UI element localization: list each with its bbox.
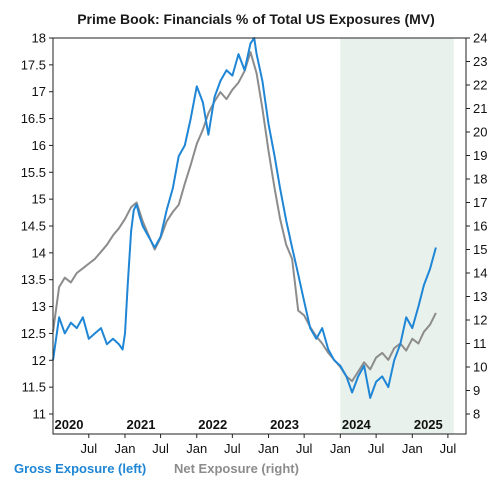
left-axis: 11 11.5 12 12.5 13 13.5 14 14.5 15 15.5 16 16.5 17 17… (21, 31, 53, 422)
right-tick-label: 20 (473, 125, 487, 140)
right-tick-label: 18 (473, 172, 487, 187)
left-tick-label: 12 (32, 353, 46, 368)
x-tick-label: Jan (186, 441, 207, 456)
right-tick-label: 23 (473, 54, 487, 69)
x-tick-label: Jul (440, 441, 457, 456)
right-tick-label: 12 (473, 313, 487, 328)
gross-exposure-line (52, 37, 437, 399)
year-label: 2025 (414, 417, 443, 432)
legend-net: Net Exposure (right) (174, 461, 299, 476)
shaded-region (340, 38, 454, 434)
chart-title: Prime Book: Financials % of Total US Exp… (77, 11, 435, 27)
year-label: 2021 (127, 417, 156, 432)
series-lines (52, 37, 437, 399)
left-tick-label: 13.5 (21, 272, 46, 287)
right-tick-label: 9 (473, 383, 480, 398)
right-tick-label: 8 (473, 407, 480, 422)
right-tick-label: 19 (473, 148, 487, 163)
left-tick-label: 17.5 (21, 57, 46, 72)
right-tick-label: 21 (473, 101, 487, 116)
left-tick-label: 11.5 (22, 380, 46, 395)
x-tick-label: Jul (152, 441, 169, 456)
left-tick-label: 14 (32, 245, 46, 260)
left-tick-label: 15.5 (21, 165, 46, 180)
x-tick-label: Jan (114, 441, 135, 456)
right-tick-label: 17 (473, 195, 487, 210)
left-tick-label: 17 (32, 84, 46, 99)
left-tick-label: 12.5 (21, 326, 46, 341)
left-tick-label: 16 (32, 138, 46, 153)
right-tick-label: 10 (473, 360, 487, 375)
right-tick-label: 13 (473, 289, 487, 304)
year-label: 2020 (55, 417, 84, 432)
left-tick-label: 18 (32, 31, 46, 46)
right-tick-label: 22 (473, 78, 487, 93)
plot-frame (52, 37, 467, 435)
year-label: 2023 (270, 417, 299, 432)
year-label: 2022 (198, 417, 227, 432)
x-tick-label: Jul (80, 441, 97, 456)
legend-gross: Gross Exposure (left) (14, 461, 146, 476)
x-tick-label: Jan (258, 441, 279, 456)
x-tick-label: Jul (224, 441, 241, 456)
left-tick-label: 16.5 (21, 111, 46, 126)
right-tick-label: 16 (473, 219, 487, 234)
x-tick-label: Jul (296, 441, 313, 456)
x-tick-label: Jan (330, 441, 351, 456)
right-tick-label: 11 (473, 336, 487, 351)
right-tick-label: 24 (473, 31, 487, 46)
left-tick-label: 14.5 (21, 219, 46, 234)
year-label: 2024 (342, 417, 372, 432)
year-labels: 2020 2021 2022 2023 2024 2025 (55, 417, 443, 432)
right-tick-label: 15 (473, 242, 487, 257)
left-tick-label: 11 (33, 407, 47, 422)
x-tick-label: Jul (368, 441, 385, 456)
right-axis: 8 9 10 11 12 13 14 15 16 17 18 19 20 21 22 23 24 (466, 31, 487, 422)
x-axis: Jul Jan Jul Jan Jul Jan Jul Jan Jul Jan Jul (80, 434, 456, 456)
x-tick-label: Jan (402, 441, 423, 456)
left-tick-label: 15 (32, 192, 46, 207)
left-tick-label: 13 (32, 299, 46, 314)
right-tick-label: 14 (473, 266, 487, 281)
